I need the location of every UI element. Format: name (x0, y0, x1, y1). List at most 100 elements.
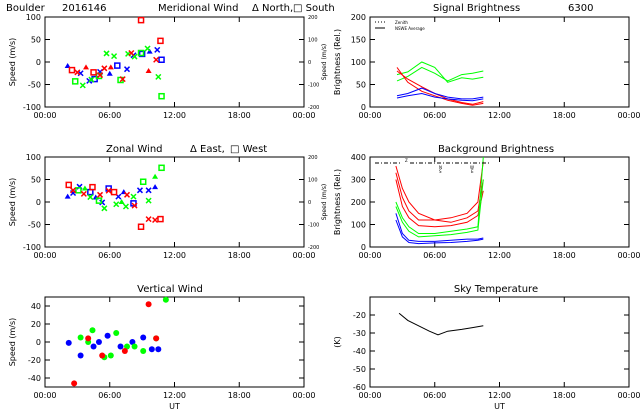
y-axis-label: Brightness (Rel.) (333, 169, 342, 235)
red-dot-point (85, 335, 92, 342)
y-tick-label: 100 (351, 221, 366, 230)
y-tick-label: 20 (31, 320, 41, 329)
x-tick-label: 00:00 (358, 111, 381, 120)
x-tick-label: 12:00 (488, 251, 511, 260)
y-axis-label: Brightness (Rel.) (333, 29, 342, 95)
y-tick-label: 100 (26, 153, 41, 162)
y-tick-label: 50 (356, 81, 366, 90)
green-dot-point (107, 352, 114, 359)
red-x-point (74, 69, 81, 76)
blue-dot-point (65, 339, 72, 346)
background-brightness-panel: 0 100 200 300 400 00:00 06:00 12:00 18:00 00:00 Br… (333, 153, 640, 260)
x-tick-label: 12:00 (163, 251, 186, 260)
vertical-wind-panel: -40 -20 0 20 40 00:00 06:00 12:00 18:00 00:00 Spee… (8, 296, 316, 411)
red-square-point (137, 16, 145, 24)
signal-title: Signal Brightness (433, 3, 520, 14)
blue-dot-point (117, 343, 124, 350)
red-x-point (97, 191, 104, 198)
green-square-point (71, 78, 79, 85)
red-series-line (395, 172, 484, 223)
zonal-legend-west: □ West (230, 144, 267, 155)
red-dot-point (121, 348, 128, 354)
green-triangle-point (118, 199, 125, 204)
green-dot-point (131, 343, 138, 350)
y-tick-label: -20 (353, 311, 366, 320)
x-tick-label: 06:00 (98, 251, 121, 260)
station-label: Boulder (6, 3, 46, 14)
x-tick-label: 06:00 (98, 391, 121, 400)
green-series-line (396, 61, 484, 83)
red-triangle-point (145, 68, 152, 73)
right-y-tick-label: 200 (308, 155, 318, 161)
red-dot-point (99, 352, 106, 359)
x-tick-label: 06:00 (98, 111, 121, 120)
blue-triangle-point (64, 63, 71, 69)
x-tick-label: 00:00 (617, 391, 640, 400)
blue-square-point (114, 62, 121, 69)
x-tick-label: 12:00 (488, 391, 511, 400)
signal-wavelength: 6300 (568, 3, 593, 14)
x-tick-label: 06:00 (423, 111, 446, 120)
red-square-point (110, 188, 118, 196)
inline-label-e: E (471, 169, 474, 174)
red-x-point (119, 76, 126, 83)
green-x-point (122, 203, 129, 210)
y-tick-label: 0 (361, 103, 366, 112)
blue-x-point (145, 187, 152, 194)
x-tick-label: 06:00 (423, 391, 446, 400)
y-tick-label: 40 (31, 302, 41, 311)
green-square-point (137, 49, 145, 57)
green-x-point (101, 205, 108, 212)
blue-dot-point (95, 339, 102, 345)
y-tick-label: -20 (28, 356, 41, 365)
right-y-tick-label: -100 (308, 223, 319, 229)
y-tick-label: 400 (351, 153, 366, 162)
red-square-point (68, 66, 76, 74)
green-series-line (395, 179, 484, 238)
red-series-line (396, 70, 484, 105)
y-tick-label: -50 (353, 365, 366, 374)
meridional-legend-north: Δ North, (252, 3, 293, 14)
legend-zenith-label: Zenith (395, 20, 408, 25)
y-tick-label: -40 (28, 374, 41, 383)
right-y-tick-label: -200 (308, 105, 319, 111)
blue-triangle-point (152, 184, 159, 190)
y-tick-label: -100 (23, 243, 41, 252)
x-tick-label: 00:00 (292, 111, 315, 120)
red-series-line (395, 179, 484, 228)
y-tick-label: -60 (353, 383, 366, 392)
green-x-point (79, 82, 86, 89)
blue-triangle-point (64, 193, 71, 199)
red-x-point (145, 216, 152, 223)
green-dot-point (124, 343, 131, 350)
blue-dot-point (148, 346, 155, 353)
blue-dot-point (104, 332, 111, 339)
blue-series-line (395, 219, 484, 245)
x-tick-label: 00:00 (358, 251, 381, 260)
right-y-tick-label: -200 (308, 245, 319, 251)
right-y-axis-label: Speed (m/s) (321, 184, 328, 220)
red-x-point (101, 65, 108, 72)
x-tick-label: 18:00 (553, 251, 576, 260)
red-x-point (105, 187, 112, 194)
y-tick-label: 150 (351, 36, 366, 45)
x-tick-label: 18:00 (228, 391, 251, 400)
x-tick-label: 18:00 (553, 111, 576, 120)
plot-frame (44, 16, 305, 108)
meridional-title: Meridional Wind (158, 3, 238, 14)
y-tick-label: 0 (36, 338, 41, 347)
blue-dot-point (140, 334, 147, 341)
red-x-point (131, 202, 138, 209)
y-tick-label: -30 (353, 329, 366, 338)
y-tick-label: 50 (31, 176, 41, 185)
green-square-point (75, 187, 82, 194)
inline-label-s: S (439, 169, 442, 174)
legend-average-label: NSWE Average (395, 26, 425, 31)
x-tick-label: 12:00 (488, 111, 511, 120)
right-y-tick-label: 0 (308, 60, 311, 66)
vertical-title: Vertical Wind (137, 284, 203, 295)
green-dot-point (140, 348, 147, 354)
x-tick-label: 00:00 (358, 391, 381, 400)
